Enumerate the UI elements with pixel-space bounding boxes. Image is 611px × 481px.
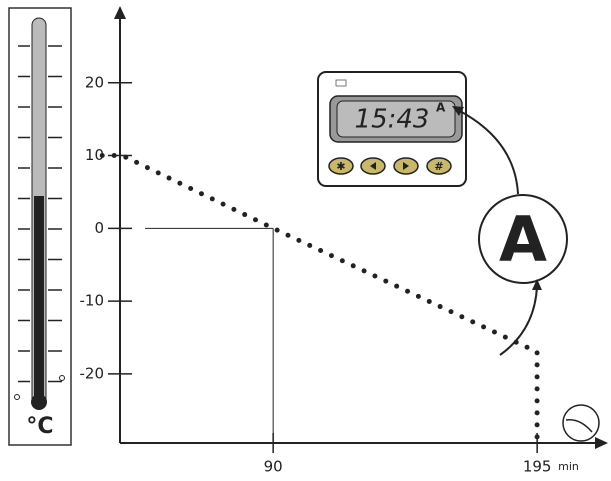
svg-text:#: # [434,160,443,173]
thermometer-unit: °C [26,414,53,439]
x-tick-label: 195 [523,458,552,476]
data-line [99,153,540,442]
y-tick-label: 0 [94,219,104,237]
timer-mode: A [436,101,446,115]
x-tick-label: 90 [264,458,283,476]
arrow [457,109,519,195]
y-tick-label: 20 [85,73,104,91]
callout-label: A [499,203,547,276]
timer-device: 15:43 A ✱ # [317,71,467,187]
arrow [499,285,538,356]
clock-icon [562,404,600,442]
y-tick-label: -10 [80,292,105,310]
timer-time: 15:43 [355,105,430,135]
thermometer: °C [8,7,72,446]
x-unit: min [558,460,579,473]
callout-circle [478,194,568,284]
y-tick-label: 10 [85,146,104,164]
svg-text:✱: ✱ [336,160,345,173]
y-tick-label: -20 [80,364,105,382]
